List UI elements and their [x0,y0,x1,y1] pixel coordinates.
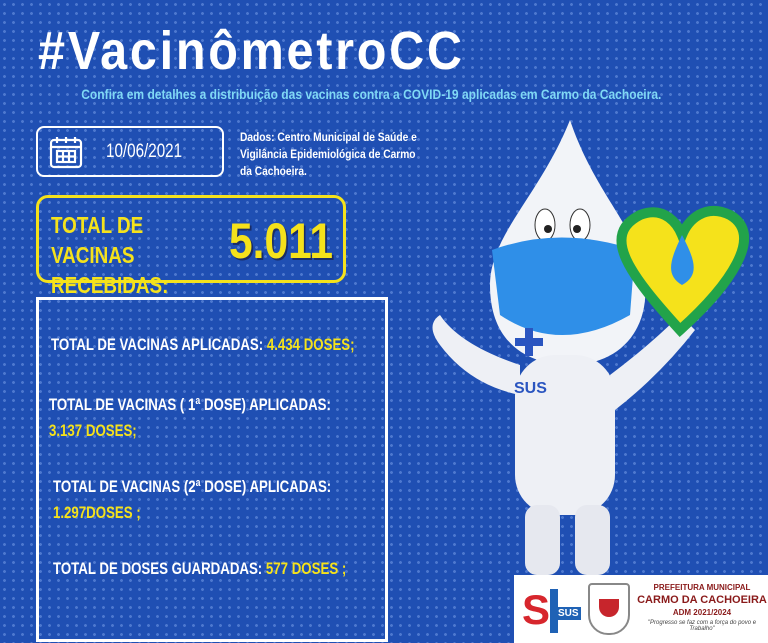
city-coat-of-arms [588,583,630,635]
prefeitura-label: PREFEITURA MUNICIPAL [653,583,751,592]
received-label: TOTAL DE VACINAS RECEBIDAS: [51,212,169,298]
stat-value: 1.297DOSES ; [53,503,141,522]
page-title: #VacinômetroCC [38,21,465,81]
stat-label: TOTAL DE VACINAS ( 1ª DOSE) APLICADAS: [49,395,331,414]
stat-label: TOTAL DE VACINAS (2ª DOSE) APLICADAS: [53,477,332,496]
stat-label: TOTAL DE VACINAS APLICADAS: [51,335,264,354]
ze-gotinha-mascot: SUS [432,120,750,575]
subtitle: Confira em detalhes a distribuição das v… [81,86,662,102]
received-box: TOTAL DE VACINAS RECEBIDAS: 5.011 [36,195,346,298]
data-source: Dados: Centro Municipal de Saúde e Vigil… [240,130,417,178]
stat-value: 3.137 DOSES; [49,421,137,440]
stat-value: 4.434 DOSES; [266,335,355,354]
stat-value: 577 DOSES ; [265,559,347,578]
sus-logo: S SUS [522,586,581,633]
city-name: CARMO DA CACHOEIRA [637,594,767,606]
sus-badge: SUS [514,380,547,397]
calendar-icon [49,136,83,168]
date-box: 10/06/2021 [36,126,224,177]
footer-logos: S SUS PREFEITURA MUNICIPAL CARMO DA CACH… [514,575,768,643]
stat-label: TOTAL DE DOSES GUARDADAS: [53,559,263,578]
administration: ADM 2021/2024 [672,608,732,617]
received-value: 5.011 [229,213,334,269]
stats-box: TOTAL DE VACINAS APLICADAS: 4.434 DOSES;… [36,297,388,642]
slogan: "Progresso se faz com a força do povo e … [647,620,757,632]
date: 10/06/2021 [106,140,183,162]
